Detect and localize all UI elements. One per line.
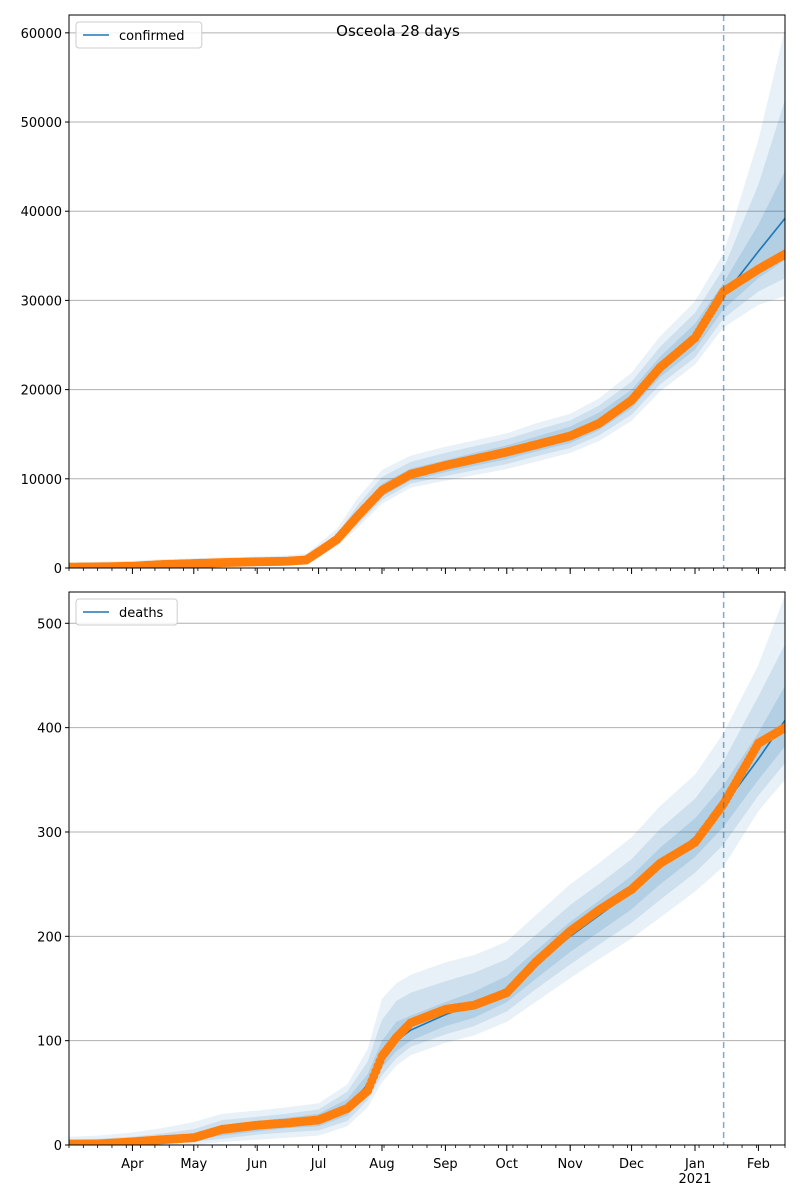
y-tick-label: 500 [37, 617, 62, 632]
observed-point [780, 723, 785, 733]
confirmed-panel: 0 10000 20000 30000 40000 50000 60000 confirmed [21, 14, 786, 577]
legend: deaths [75, 598, 178, 626]
legend-box [75, 21, 203, 49]
x-tick-label: Jul [310, 1157, 327, 1172]
y-tick-label: 300 [37, 826, 62, 841]
x-tick-label: Jun [246, 1157, 267, 1172]
x-tick-label: Jan [684, 1157, 705, 1172]
x-tick-label: May [180, 1157, 207, 1172]
legend: confirmed [75, 21, 203, 49]
legend-label: deaths [119, 606, 164, 621]
x-tick-label: Aug [369, 1157, 394, 1172]
y-tick-label: 20000 [21, 384, 62, 399]
plot-area [69, 595, 785, 1145]
y-tick-label: 400 [37, 722, 62, 737]
y-tick-label: 40000 [21, 205, 62, 220]
observed-point [780, 249, 785, 259]
y-tick-label: 0 [54, 562, 62, 577]
y-tick-label: 0 [54, 1139, 62, 1154]
y-tick-label: 60000 [21, 27, 62, 42]
x-tick-label: Sep [433, 1157, 458, 1172]
x-tick-label: Dec [619, 1157, 644, 1172]
plot-area [69, 28, 785, 568]
figure-title: Osceola 28 days [336, 22, 460, 40]
uncertainty-band [69, 644, 785, 1145]
y-tick-label: 10000 [21, 473, 62, 488]
x-tick-label: Feb [747, 1157, 770, 1172]
legend-label: confirmed [119, 29, 185, 44]
deaths-panel: 0 100 200 300 400 500 Apr May Jun Jul Aug Sep Oct Nov… [37, 591, 786, 1187]
uncertainty-band [69, 28, 785, 568]
y-tick-label: 100 [37, 1035, 62, 1050]
uncertainty-band [69, 595, 785, 1145]
x-tick-label: Nov [558, 1157, 584, 1172]
x-tick-label: Oct [496, 1157, 518, 1172]
y-tick-label: 200 [37, 930, 62, 945]
y-tick-label: 30000 [21, 294, 62, 309]
y-tick-label: 50000 [21, 116, 62, 131]
legend-box [75, 598, 178, 626]
x-tick-sublabel: 2021 [678, 1172, 711, 1187]
x-tick-label: Apr [121, 1157, 144, 1172]
